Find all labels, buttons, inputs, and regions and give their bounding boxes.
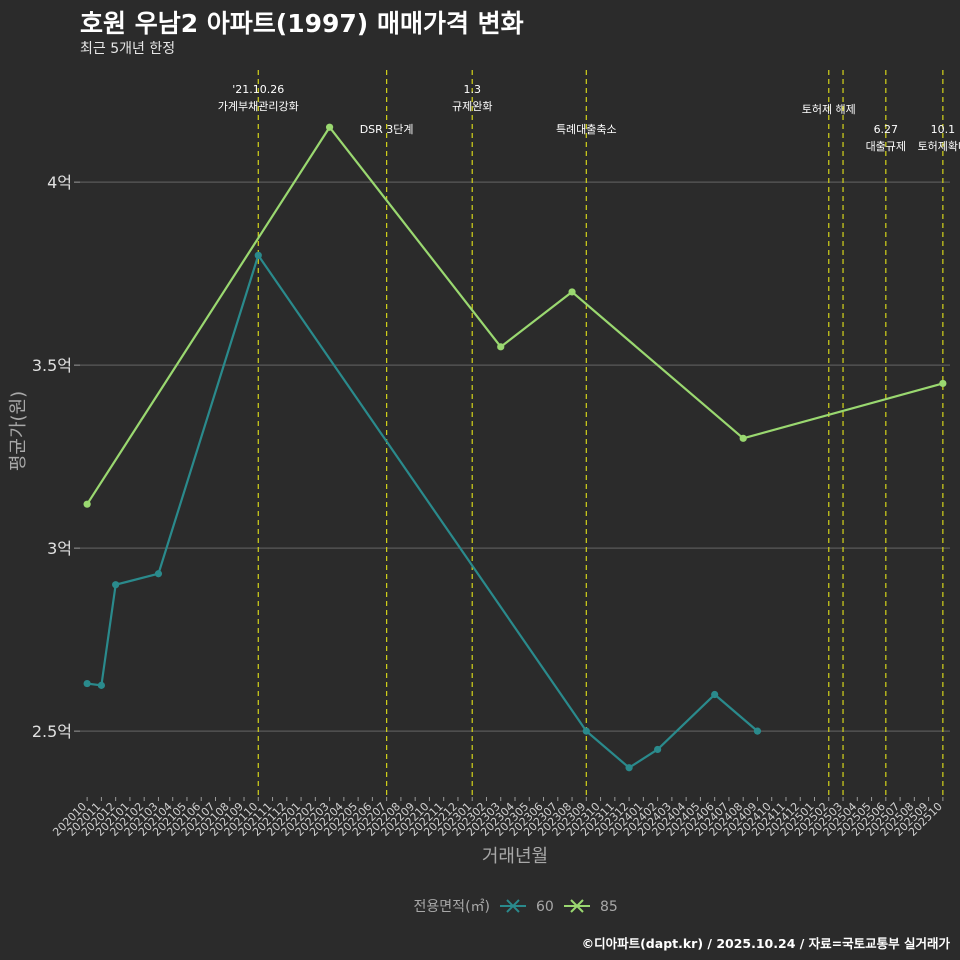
data-point-60 (254, 251, 262, 259)
chart-subtitle: 최근 5개년 한정 (80, 41, 176, 57)
y-tick-label: 4억 (47, 173, 72, 192)
event-label: 대출규제 (866, 140, 906, 153)
chart-title: 호원 우남2 아파트(1997) 매매가격 변화 (80, 9, 524, 38)
data-point-60 (625, 764, 633, 772)
legend-title: 전용면적(㎡) (414, 899, 490, 915)
data-point-85 (325, 123, 334, 131)
legend-item-85: 85 (564, 899, 618, 915)
y-tick-label: 3억 (47, 539, 72, 558)
data-point-60 (711, 690, 719, 699)
data-point-85 (939, 379, 947, 388)
data-point-85 (497, 343, 505, 351)
data-point-60 (83, 679, 91, 688)
data-point-60 (753, 727, 762, 735)
series-line-85 (86, 126, 944, 505)
event-label: 토허제 해제 (802, 102, 856, 116)
data-point-60 (154, 570, 163, 578)
data-point-60 (654, 745, 662, 754)
event-label: 가계부채관리강화 (218, 100, 299, 113)
event-label: 규제완화 (452, 100, 492, 113)
legend-label: 85 (600, 899, 618, 915)
event-label: 토허제확대 (918, 140, 960, 153)
source-caption: ©디아파트(dapt.kr) / 2025.10.24 / 자료=국토교통부 실… (581, 936, 950, 951)
data-point-60 (112, 581, 120, 589)
y-tick-label: 2.5억 (32, 722, 72, 741)
data-point-60 (582, 727, 590, 735)
legend-key-cross (506, 899, 520, 913)
series-line-60 (86, 254, 759, 769)
x-axis-title: 거래년월 (482, 846, 548, 867)
y-tick-label: 3.5억 (32, 356, 72, 375)
legend-key-cross (570, 899, 584, 913)
y-axis-title: 평균가(원) (8, 391, 29, 471)
data-point-85 (568, 288, 576, 296)
event-label: 10.1 (931, 123, 956, 136)
data-point-85 (739, 434, 747, 442)
event-label: DSR 3단계 (360, 123, 414, 136)
data-point-60 (97, 681, 105, 689)
event-label: '21.10.26 (232, 83, 284, 96)
legend-item-60: 60 (500, 899, 554, 915)
event-label: 6.27 (874, 123, 899, 136)
data-point-85 (83, 500, 91, 508)
event-label: 특례대출축소 (556, 123, 617, 136)
legend-label: 60 (536, 899, 554, 915)
event-label: 1.3 (463, 83, 481, 96)
